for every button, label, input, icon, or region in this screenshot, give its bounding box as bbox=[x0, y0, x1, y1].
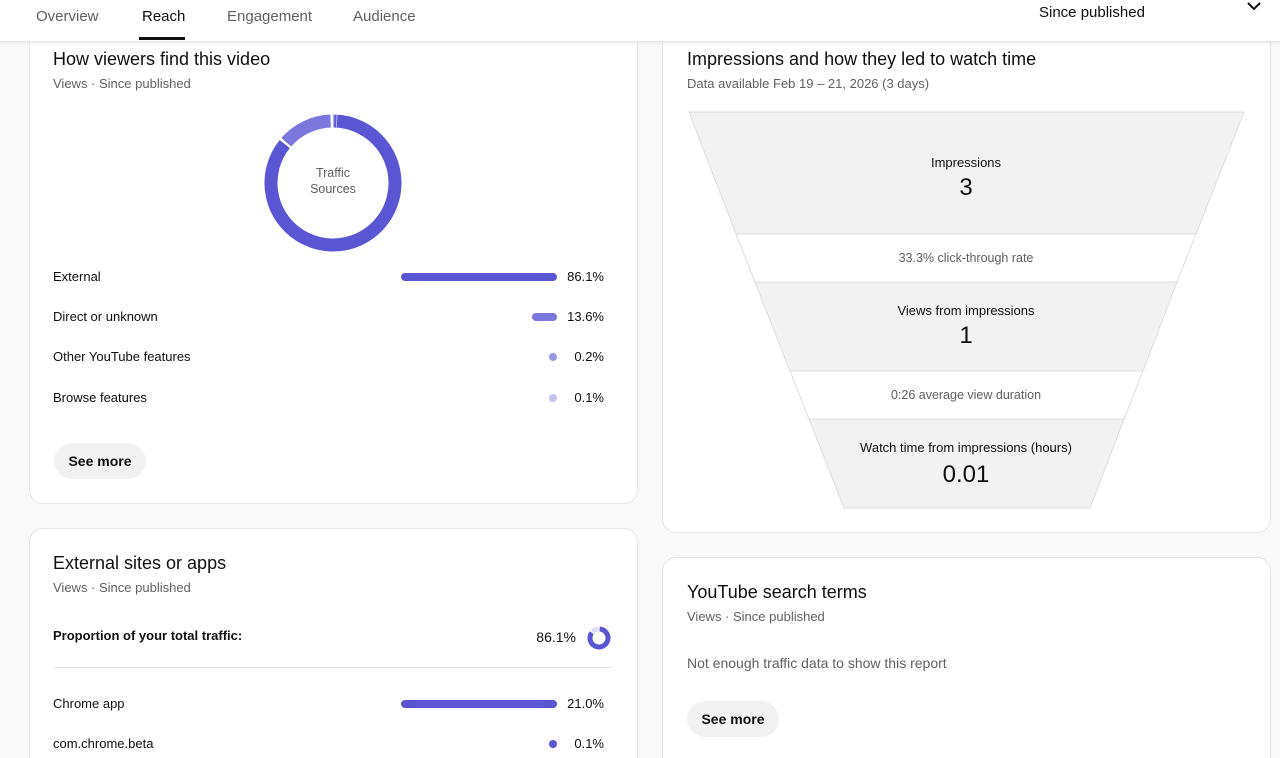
traffic-row-bar bbox=[532, 313, 557, 321]
views-from-impressions-value: 1 bbox=[959, 322, 973, 349]
traffic-row-dot bbox=[549, 394, 557, 402]
donut-segment bbox=[264, 114, 402, 252]
external-card-title: External sites or apps bbox=[53, 553, 227, 573]
mini-donut-segment bbox=[587, 626, 611, 650]
donut-center-line-2: Sources bbox=[310, 182, 356, 196]
views-from-impressions-label: Views from impressions bbox=[897, 303, 1035, 318]
donut-center-line-1: Traffic bbox=[316, 166, 350, 180]
funnel-impressions-stage bbox=[688, 111, 1245, 235]
click-through-rate: 33.3% click-through rate bbox=[898, 251, 1034, 265]
traffic-row-dot bbox=[549, 353, 557, 361]
traffic-row-value: 86.1% bbox=[567, 269, 604, 284]
funnel-card-subtitle: Data available Feb 19 – 21, 2026 (3 days… bbox=[687, 76, 930, 91]
external-divider bbox=[54, 667, 612, 668]
impressions-value: 3 bbox=[959, 174, 973, 201]
external-sites-card bbox=[29, 528, 638, 758]
traffic-row-label: Other YouTube features bbox=[53, 349, 191, 364]
average-view-duration: 0:26 average view duration bbox=[890, 388, 1042, 402]
chevron-down-icon[interactable] bbox=[1244, 0, 1264, 16]
traffic-sources-donut: Traffic Sources bbox=[264, 114, 402, 252]
tab-overview[interactable]: Overview bbox=[36, 8, 99, 25]
external-row-value: 21.0% bbox=[567, 696, 604, 711]
impressions-label: Impressions bbox=[930, 155, 1002, 170]
traffic-sources-card bbox=[29, 22, 638, 504]
external-row-value: 0.1% bbox=[574, 736, 604, 751]
external-row-dot bbox=[549, 740, 557, 748]
proportion-label: Proportion of your total traffic: bbox=[53, 628, 243, 643]
traffic-row-value: 0.1% bbox=[574, 390, 604, 405]
funnel-card-title: Impressions and how they led to watch ti… bbox=[687, 49, 1037, 69]
traffic-row-label: Direct or unknown bbox=[53, 309, 158, 324]
external-row-label: Chrome app bbox=[53, 696, 125, 711]
search-card-subtitle: Views · Since published bbox=[687, 609, 825, 624]
traffic-card-subtitle: Views · Since published bbox=[53, 76, 191, 91]
analytics-tab-bar: Overview Reach Engagement Audience Since… bbox=[0, 0, 1280, 42]
watch-time-label: Watch time from impressions (hours) bbox=[860, 440, 1072, 455]
traffic-see-more-button[interactable]: See more bbox=[54, 443, 146, 479]
traffic-card-title: How viewers find this video bbox=[53, 49, 271, 69]
search-see-more-button[interactable]: See more bbox=[687, 701, 779, 737]
tab-engagement[interactable]: Engagement bbox=[227, 8, 313, 25]
search-card-title: YouTube search terms bbox=[687, 582, 867, 602]
mini-donut-remainder bbox=[590, 626, 599, 634]
active-tab-indicator bbox=[139, 37, 185, 40]
search-empty-message: Not enough traffic data to show this rep… bbox=[687, 655, 947, 671]
watch-time-value: 0.01 bbox=[942, 461, 990, 488]
external-row-bar bbox=[401, 700, 557, 708]
period-selector[interactable]: Since published bbox=[1039, 4, 1145, 21]
proportion-mini-donut bbox=[587, 626, 611, 650]
donut-segment bbox=[281, 114, 332, 147]
traffic-row-value: 13.6% bbox=[567, 309, 604, 324]
traffic-row-bar bbox=[401, 273, 557, 281]
external-card-subtitle: Views · Since published bbox=[53, 580, 191, 595]
traffic-row-value: 0.2% bbox=[574, 349, 604, 364]
proportion-value: 86.1% bbox=[536, 629, 576, 645]
funnel-watch-stage bbox=[808, 418, 1125, 509]
external-row-label: com.chrome.beta bbox=[53, 736, 154, 751]
tab-audience[interactable]: Audience bbox=[353, 8, 416, 25]
traffic-row-label: External bbox=[53, 269, 101, 284]
traffic-row-label: Browse features bbox=[53, 390, 147, 405]
tab-reach[interactable]: Reach bbox=[142, 8, 186, 25]
